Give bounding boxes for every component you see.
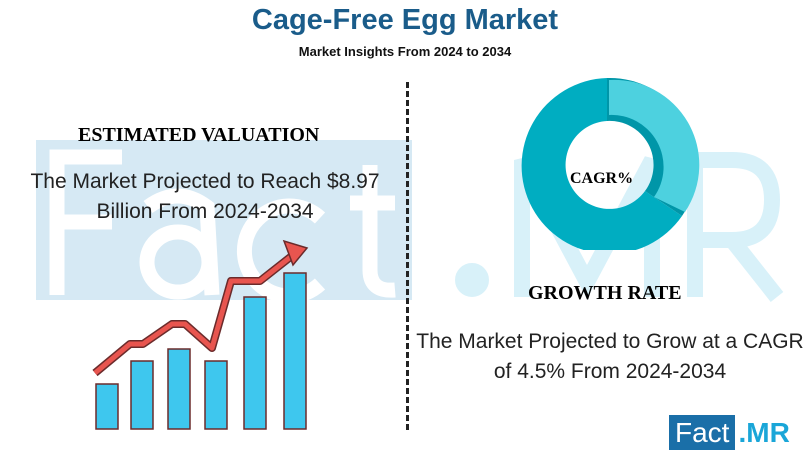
valuation-text: The Market Projected to Reach $8.97 Bill…	[30, 170, 380, 223]
growth-heading: GROWTH RATE	[528, 282, 682, 304]
cagr-donut	[521, 77, 700, 250]
page-subtitle: Market Insights From 2024 to 2034	[298, 44, 512, 59]
bar	[167, 348, 191, 430]
bar	[283, 272, 307, 430]
bar	[243, 296, 267, 430]
bar	[95, 383, 119, 430]
watermark-fact	[49, 149, 396, 304]
page-title: Cage-Free Egg Market	[251, 4, 559, 36]
bar	[130, 360, 154, 430]
logo-part-fact: Fact	[669, 415, 736, 450]
divider	[406, 82, 409, 430]
arrow-head-icon	[282, 239, 309, 267]
donut-label: CAGR%	[570, 170, 634, 187]
growth-text: The Market Projected to Grow at a CAGR o…	[416, 330, 804, 383]
valuation-heading: ESTIMATED VALUATION	[78, 124, 320, 146]
factmr-logo: Fact .MR	[669, 415, 790, 450]
logo-part-mr: .MR	[738, 416, 790, 448]
growth-chart-illustration	[92, 239, 309, 430]
donut-segment-main	[521, 78, 682, 250]
bar	[204, 360, 228, 430]
donut-segment-light	[609, 79, 700, 212]
